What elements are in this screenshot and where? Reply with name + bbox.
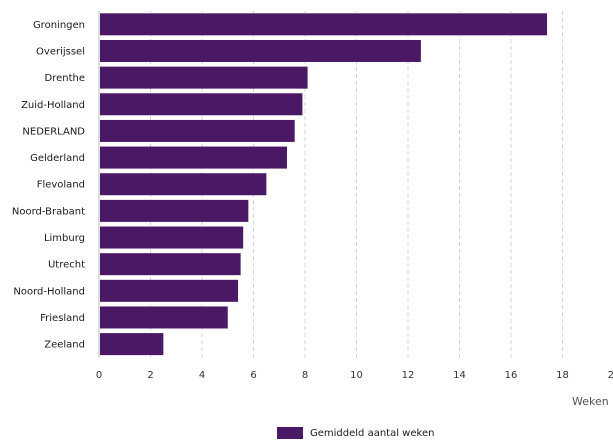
category-label-limburg: Limburg	[44, 233, 85, 244]
x-axis-title: Weken	[572, 395, 609, 408]
bar-gelderland	[100, 146, 287, 169]
category-label-zuid-holland: Zuid-Holland	[21, 100, 85, 111]
x-tick-label-2: 2	[147, 370, 153, 381]
category-label-nederland: NEDERLAND	[22, 126, 85, 137]
bar-overijssel	[100, 39, 421, 62]
x-tick-label-0: 0	[96, 370, 102, 381]
x-tick-label-10: 10	[350, 370, 363, 381]
bar-noord-holland	[100, 279, 239, 302]
legend-swatch	[277, 427, 303, 439]
legend: Gemiddeld aantal weken	[277, 426, 434, 440]
x-tick-label-20: 20	[608, 370, 613, 381]
category-label-overijssel: Overijssel	[36, 46, 85, 57]
category-label-utrecht: Utrecht	[48, 260, 85, 271]
category-label-flevoland: Flevoland	[37, 180, 85, 191]
category-label-gelderland: Gelderland	[30, 153, 85, 164]
bar-flevoland	[100, 173, 267, 196]
category-label-friesland: Friesland	[40, 313, 85, 324]
bar-noord-brabant	[100, 199, 249, 222]
bar-zuid-holland	[100, 93, 303, 116]
legend-label: Gemiddeld aantal weken	[310, 427, 435, 439]
x-tick-label-14: 14	[453, 370, 466, 381]
bars	[100, 13, 548, 356]
x-tick-label-12: 12	[402, 370, 415, 381]
bar-zeeland	[100, 333, 164, 356]
x-tick-label-6: 6	[250, 370, 256, 381]
category-labels: Groningen Overijssel Drenthe Zuid-Holland NE…	[12, 20, 85, 351]
x-axis-tick-labels: 0 2 4 6 8 10 12 14 16 18 20	[96, 370, 613, 381]
category-label-zeeland: Zeeland	[44, 340, 85, 351]
x-tick-label-8: 8	[302, 370, 308, 381]
bar-nederland	[100, 119, 295, 142]
x-tick-label-16: 16	[505, 370, 518, 381]
category-label-groningen: Groningen	[33, 20, 85, 31]
x-tick-label-4: 4	[199, 370, 205, 381]
bar-limburg	[100, 226, 244, 249]
bar-drenthe	[100, 66, 308, 89]
bar-groningen	[100, 13, 548, 36]
category-label-noord-holland: Noord-Holland	[13, 286, 85, 297]
bar-utrecht	[100, 253, 241, 276]
bar-friesland	[100, 306, 228, 329]
x-tick-label-18: 18	[556, 370, 569, 381]
category-label-noord-brabant: Noord-Brabant	[12, 206, 85, 217]
category-label-drenthe: Drenthe	[45, 73, 86, 84]
